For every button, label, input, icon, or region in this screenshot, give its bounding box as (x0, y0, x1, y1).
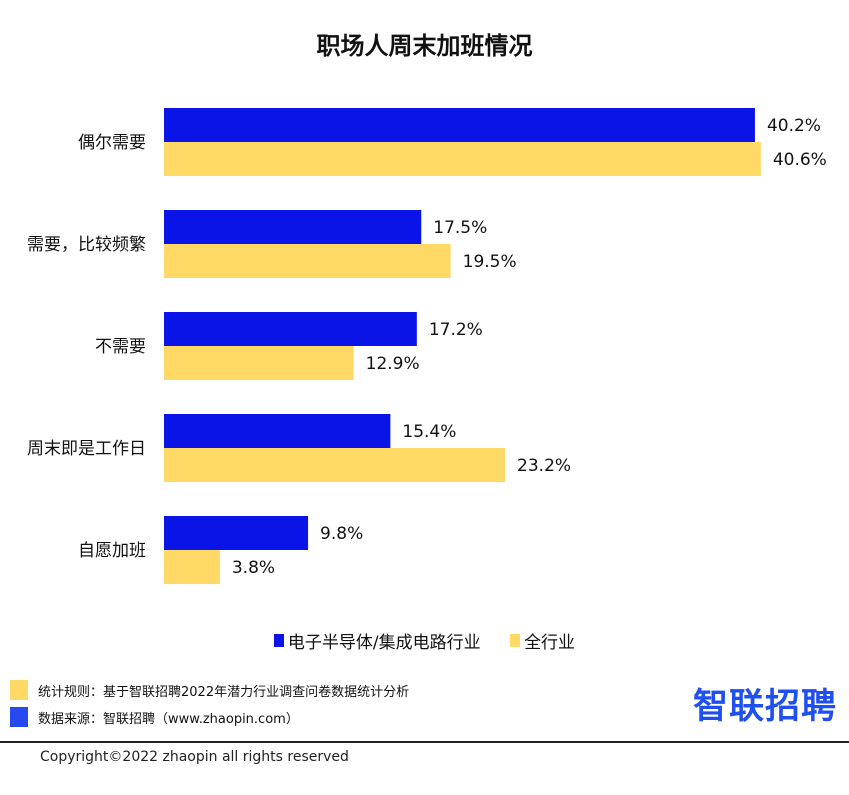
data-label: 40.2% (767, 116, 821, 136)
category-label: 偶尔需要 (78, 133, 146, 153)
legend-label: 电子半导体/集成电路行业 (287, 633, 481, 653)
data-label: 15.4% (402, 422, 456, 442)
zhaopin-logo: 智联招聘 (693, 687, 838, 727)
bar (164, 244, 451, 278)
bar (164, 414, 391, 448)
category-label: 需要，比较频繁 (27, 235, 146, 255)
bar (164, 108, 755, 142)
data-label: 19.5% (463, 252, 517, 272)
data-label: 12.9% (366, 354, 420, 374)
bar (164, 346, 354, 380)
bar (164, 142, 761, 176)
data-label: 40.6% (773, 150, 827, 170)
yellow-square-icon (10, 680, 28, 700)
data-label: 3.8% (232, 558, 275, 578)
blue-square-icon (10, 707, 28, 727)
legend-item-series2: 全行业 (510, 628, 575, 653)
category-label: 自愿加班 (78, 541, 146, 561)
data-label: 23.2% (517, 456, 571, 476)
bar (164, 312, 417, 346)
divider (0, 741, 849, 743)
legend-item-series1: 电子半导体/集成电路行业 (273, 628, 481, 653)
legend-label: 全行业 (524, 633, 576, 653)
bar (164, 516, 309, 550)
category-label: 周末即是工作日 (27, 439, 146, 459)
data-label: 9.8% (320, 524, 363, 544)
legend-swatch (273, 634, 284, 647)
bar (164, 550, 220, 584)
data-label: 17.2% (429, 320, 483, 340)
chart-title: 职场人周末加班情况 (316, 32, 533, 60)
bar (164, 210, 422, 244)
data-label: 17.5% (433, 218, 487, 238)
category-label: 不需要 (95, 337, 146, 357)
bar (164, 448, 506, 482)
rule-note-text: 统计规则：基于智联招聘2022年潜力行业调查问卷数据统计分析 (38, 684, 410, 700)
rule-note: 统计规则：基于智联招聘2022年潜力行业调查问卷数据统计分析 (10, 680, 409, 700)
source-note: 数据来源：智联招聘（www.zhaopin.com） (10, 707, 299, 727)
source-note-text: 数据来源：智联招聘（www.zhaopin.com） (38, 711, 299, 727)
legend: 电子半导体/集成电路行业 全行业 (0, 628, 849, 653)
copyright: Copyright©2022 zhaopin all rights reserv… (40, 749, 349, 765)
bar-chart: 偶尔需要 40.2% 40.6% 需要，比较频繁 17.5% 19.5% 不需要 17.2% 1… (27, 108, 827, 584)
legend-swatch (510, 634, 521, 647)
